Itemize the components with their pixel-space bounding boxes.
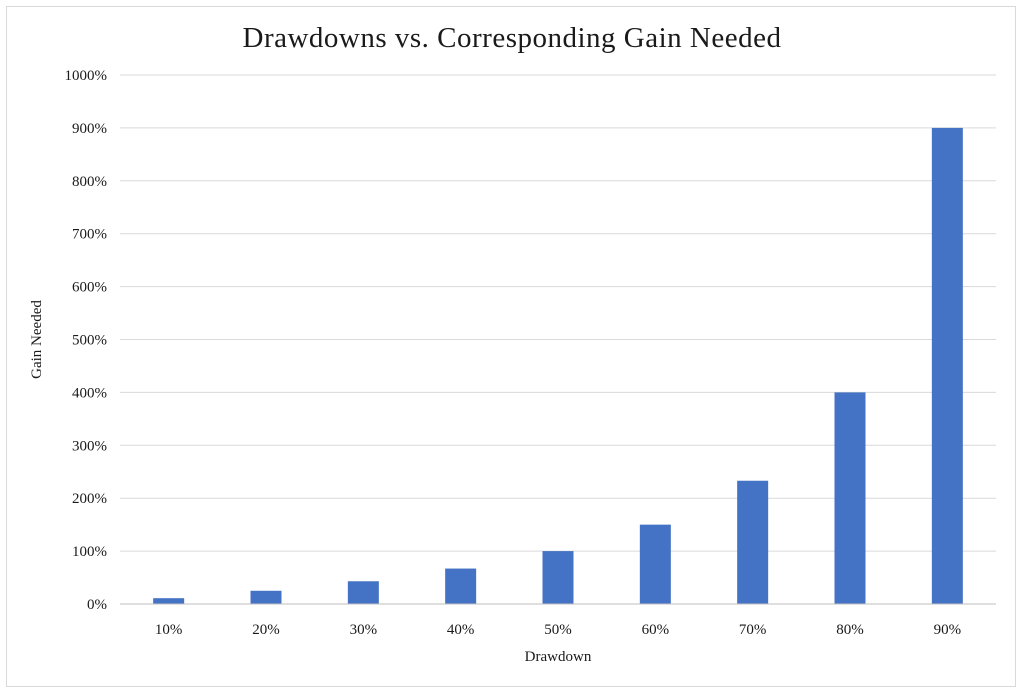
y-axis-title: Gain Needed [29,300,45,379]
bar [737,480,769,604]
bar [347,581,379,604]
x-tick-label: 60% [642,622,670,638]
y-tick-label: 700% [72,227,107,243]
bar [250,590,282,604]
y-tick-label: 300% [72,438,107,454]
y-tick-label: 800% [72,174,107,190]
x-tick-label: 40% [447,622,475,638]
bar [542,551,574,604]
x-tick-label: 90% [934,622,962,638]
bar [445,568,477,604]
x-axis-title: Drawdown [525,649,592,665]
x-tick-label: 30% [350,622,378,638]
bars [153,127,963,605]
x-tick-label: 70% [739,622,767,638]
y-tick-label: 0% [87,597,107,613]
y-tick-label: 500% [72,333,107,349]
x-tick-label: 10% [155,622,183,638]
y-tick-label: 200% [72,491,107,507]
y-tick-label: 100% [72,544,107,560]
x-tick-label: 20% [252,622,280,638]
y-tick-label: 900% [72,121,107,137]
x-axis-ticks: 10% 20% 30% 40% 50% 60% 70% 80% 90% [155,622,961,638]
y-tick-label: 1000% [65,68,108,84]
bar [834,392,866,604]
y-axis-ticks: 0% 100% 200% 300% 400% 500% 600% 700% 800% 900% 10… [65,68,108,613]
y-tick-label: 400% [72,385,107,401]
bar [931,127,963,605]
chart-title: Drawdowns vs. Corresponding Gain Needed [242,22,782,54]
bar [153,598,185,604]
bar [639,524,671,604]
y-tick-label: 600% [72,280,107,296]
x-tick-label: 50% [544,622,572,638]
x-tick-label: 80% [836,622,864,638]
chart-frame [6,6,1016,687]
